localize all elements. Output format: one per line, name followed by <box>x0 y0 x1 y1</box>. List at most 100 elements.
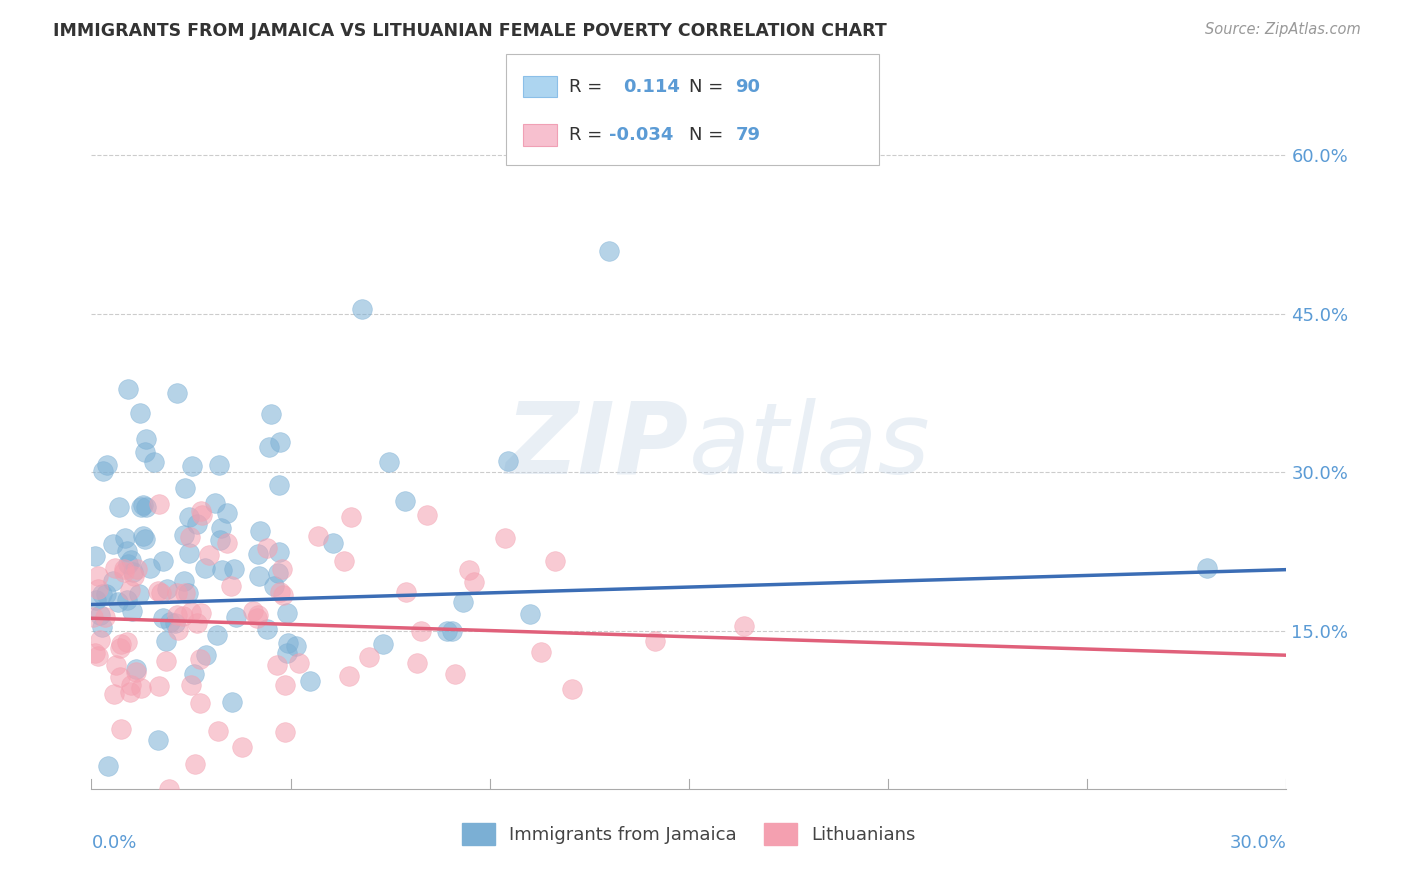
Point <box>120 678 142 692</box>
Point <box>190 504 212 518</box>
Point <box>108 670 131 684</box>
Point <box>114 531 136 545</box>
Point <box>94 587 117 601</box>
Point <box>173 574 195 589</box>
Point <box>148 679 170 693</box>
Point <box>271 562 294 576</box>
Point <box>120 685 142 699</box>
Point <box>186 615 208 630</box>
Point <box>266 566 288 580</box>
Point <box>104 657 127 672</box>
Point <box>276 646 298 660</box>
Point <box>152 611 174 625</box>
Text: Source: ZipAtlas.com: Source: ZipAtlas.com <box>1205 22 1361 37</box>
Point <box>598 244 620 258</box>
Point <box>544 554 567 568</box>
Point <box>207 724 229 739</box>
Point <box>277 636 299 650</box>
Point <box>1195 560 1218 574</box>
Point <box>146 733 169 747</box>
Point <box>86 649 108 664</box>
Text: IMMIGRANTS FROM JAMAICA VS LITHUANIAN FEMALE POVERTY CORRELATION CHART: IMMIGRANTS FROM JAMAICA VS LITHUANIAN FE… <box>53 22 887 40</box>
Point <box>409 624 432 638</box>
Point <box>97 758 120 772</box>
Point <box>103 687 125 701</box>
Point <box>89 608 111 623</box>
Point <box>148 497 170 511</box>
Point <box>352 301 374 316</box>
Point <box>180 678 202 692</box>
Point <box>463 574 485 589</box>
Text: R =: R = <box>569 126 609 144</box>
Point <box>135 432 157 446</box>
Point <box>129 406 152 420</box>
Point <box>394 494 416 508</box>
Point <box>120 553 142 567</box>
Point <box>107 595 129 609</box>
Point <box>208 458 231 472</box>
Point <box>93 464 115 478</box>
Point <box>221 695 243 709</box>
Point <box>166 586 188 600</box>
Text: 30.0%: 30.0% <box>1230 834 1286 852</box>
Point <box>96 458 118 472</box>
Point <box>307 529 329 543</box>
Point <box>177 546 200 560</box>
Point <box>644 633 666 648</box>
Point <box>195 648 218 662</box>
Point <box>205 628 228 642</box>
Point <box>174 586 197 600</box>
Text: 90: 90 <box>735 78 761 95</box>
Point <box>172 609 194 624</box>
Point <box>129 681 152 695</box>
Point <box>121 604 143 618</box>
Point <box>149 586 172 600</box>
Point <box>246 611 269 625</box>
Point <box>131 500 153 515</box>
Point <box>117 557 139 571</box>
Point <box>104 561 127 575</box>
Point <box>496 454 519 468</box>
Point <box>181 458 204 473</box>
Point <box>247 608 270 623</box>
Point <box>114 562 136 576</box>
Point <box>134 533 156 547</box>
Point <box>118 582 141 597</box>
Point <box>156 582 179 597</box>
Point <box>87 582 110 596</box>
Point <box>122 569 145 583</box>
Point <box>444 667 467 681</box>
Point <box>561 682 583 697</box>
Point <box>457 563 479 577</box>
Point <box>134 444 156 458</box>
Point <box>84 646 107 660</box>
Point <box>138 561 160 575</box>
Point <box>184 757 207 772</box>
Point <box>276 606 298 620</box>
Point <box>177 586 200 600</box>
Text: 0.0%: 0.0% <box>91 834 136 852</box>
Point <box>143 455 166 469</box>
Point <box>209 521 232 535</box>
Point <box>406 657 429 671</box>
Point <box>208 533 231 548</box>
Point <box>152 554 174 568</box>
Point <box>110 640 132 655</box>
Point <box>180 605 202 619</box>
Text: ZIP: ZIP <box>506 398 689 494</box>
Point <box>215 535 238 549</box>
Point <box>112 565 135 579</box>
Point <box>166 607 188 622</box>
Point <box>128 587 150 601</box>
Point <box>82 609 104 624</box>
Point <box>163 615 186 630</box>
Point <box>322 536 344 550</box>
Point <box>135 500 157 514</box>
Point <box>340 509 363 524</box>
Text: N =: N = <box>689 78 728 95</box>
Text: 0.114: 0.114 <box>623 78 679 95</box>
Point <box>257 440 280 454</box>
Point <box>132 498 155 512</box>
Point <box>166 623 188 637</box>
Point <box>115 544 138 558</box>
